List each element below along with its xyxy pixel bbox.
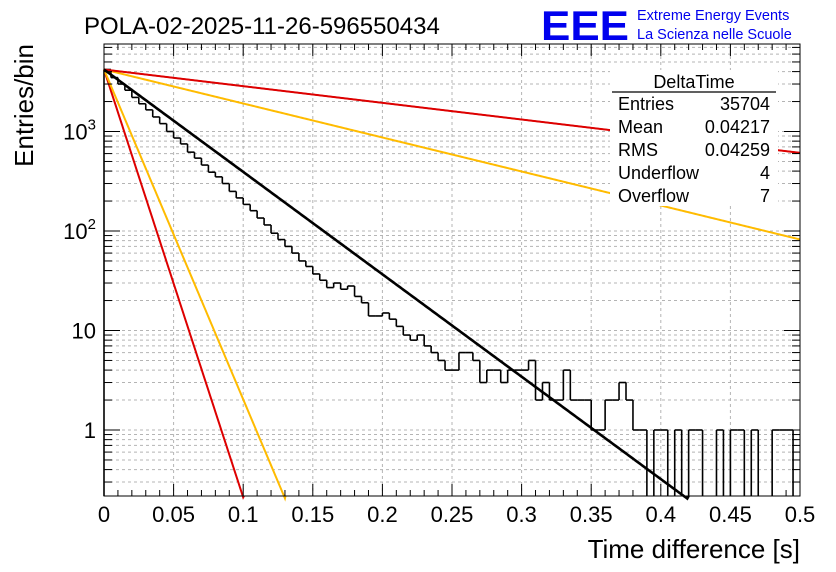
x-tick-label: 0.1 — [228, 502, 259, 527]
chart-title: POLA-02-2025-11-26-596550434 — [84, 13, 440, 40]
stats-label: Entries — [618, 94, 674, 114]
logo-mark: EEE — [541, 2, 629, 49]
grid — [104, 44, 800, 496]
stats-box: DeltaTime Entries 35704 Mean 0.04217 RMS 0.04… — [610, 70, 778, 206]
stats-value: 0.04217 — [705, 117, 770, 137]
x-tick-label: 0 — [98, 502, 110, 527]
x-tick-label: 0.2 — [367, 502, 398, 527]
stats-value: 0.04259 — [705, 140, 770, 160]
y-tick-label: 1 — [84, 418, 96, 443]
stats-title: DeltaTime — [653, 72, 734, 92]
x-tick-label: 0.25 — [431, 502, 474, 527]
stats-label: RMS — [618, 140, 658, 160]
x-tick-label: 0.05 — [152, 502, 195, 527]
y-tick-labels: 1 10 102 103 — [63, 117, 96, 444]
x-tick-label: 0.35 — [570, 502, 613, 527]
stats-label: Mean — [618, 117, 663, 137]
x-tick-label: 0.45 — [709, 502, 752, 527]
logo-line1: Extreme Energy Events — [637, 8, 789, 24]
stats-value: 7 — [760, 186, 770, 206]
x-tick-label: 0.15 — [291, 502, 334, 527]
stats-rows: Entries 35704 Mean 0.04217 RMS 0.04259Underfl… — [618, 94, 770, 206]
x-tick-label: 0.3 — [506, 502, 537, 527]
fit-line-orange-steep — [103, 69, 287, 502]
axis-ticks — [103, 44, 801, 496]
x-axis-title: Time difference [s] — [588, 534, 800, 564]
fit-line-fit — [103, 68, 690, 501]
stats-label: Underflow — [618, 163, 700, 183]
logo-line2: La Scienza nelle Scuole — [637, 27, 792, 43]
x-tick-label: 0.4 — [646, 502, 677, 527]
fit-line-orange-flat — [103, 68, 801, 241]
x-tick-label: 0.5 — [785, 502, 816, 527]
stats-label: Overflow — [618, 186, 690, 206]
stats-value: 4 — [760, 163, 770, 183]
x-tick-labels: 0 0.05 0.1 0.15 0.2 0.25 0.3 0.35 0.4 0.45 0.5 — [98, 502, 815, 527]
fit-line-red-steep — [103, 69, 245, 500]
stats-background — [610, 70, 778, 206]
y-tick-label: 103 — [63, 117, 96, 145]
stats-value: 35704 — [720, 94, 770, 114]
y-tick-label: 102 — [63, 216, 96, 244]
y-tick-label: 10 — [72, 319, 96, 344]
eee-logo: EEE Extreme Energy Events La Scienza nel… — [541, 2, 792, 49]
y-axis-title: Entries/bin — [9, 44, 39, 167]
